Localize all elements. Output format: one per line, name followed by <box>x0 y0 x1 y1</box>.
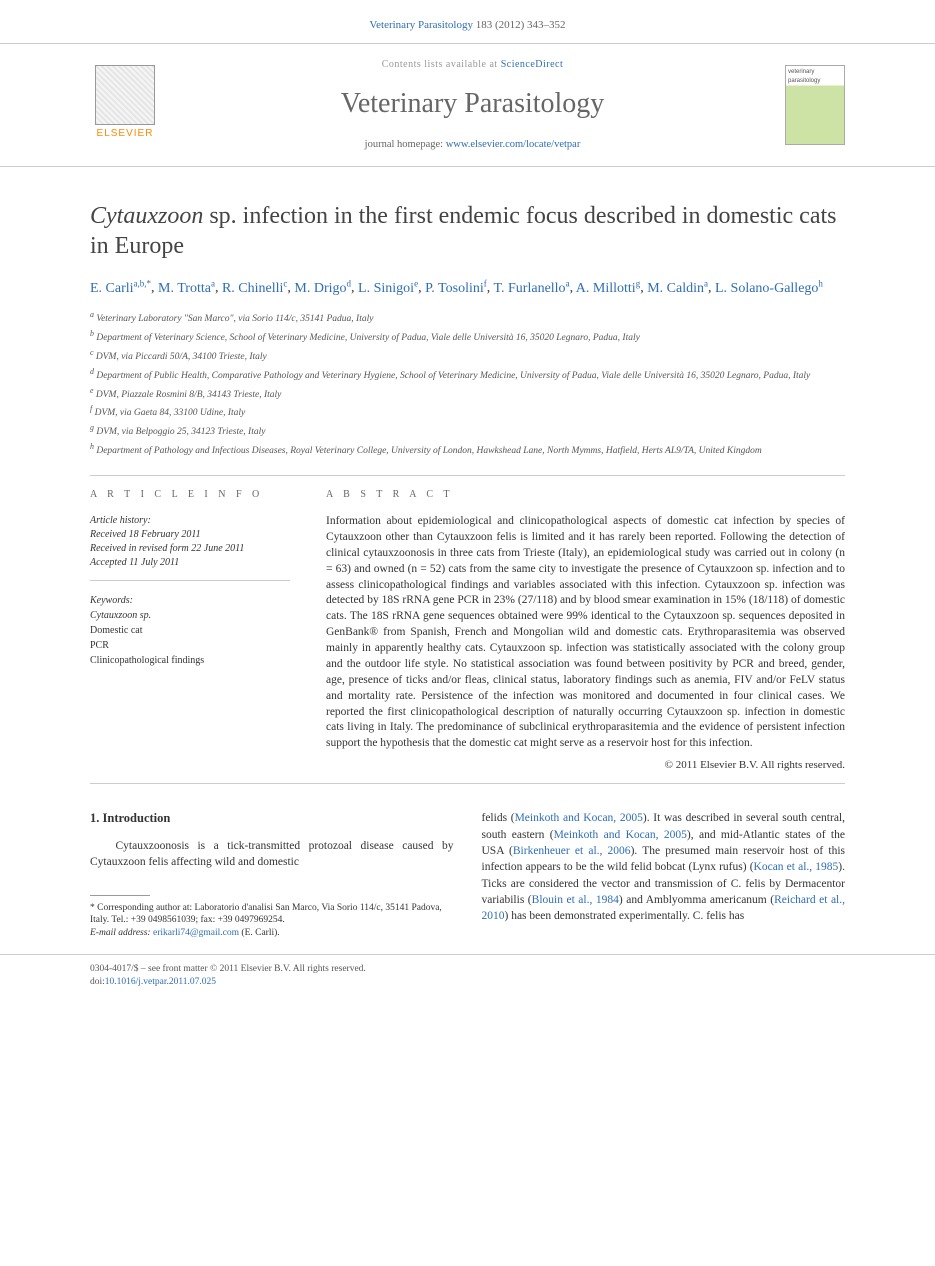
rule-below-abstract <box>90 783 845 784</box>
elsevier-label: ELSEVIER <box>97 127 154 141</box>
ref-link-3[interactable]: Birkenheuer et al., 2006 <box>513 845 631 857</box>
article-info-label: A R T I C L E I N F O <box>90 488 290 502</box>
journal-homepage-link[interactable]: www.elsevier.com/locate/vetpar <box>446 139 581 150</box>
history-accepted: Accepted 11 July 2011 <box>90 556 290 570</box>
affiliation-5: f DVM, via Gaeta 84, 33100 Udine, Italy <box>90 403 845 421</box>
author-link[interactable]: R. Chinellic <box>222 281 287 296</box>
affiliation-1: b Department of Veterinary Science, Scho… <box>90 328 845 346</box>
elsevier-tree-icon <box>95 65 155 125</box>
affiliation-7: h Department of Pathology and Infectious… <box>90 441 845 459</box>
abstract-copyright: © 2011 Elsevier B.V. All rights reserved… <box>326 758 845 773</box>
author-list: E. Carlia,b,*, M. Trottaa, R. Chinellic,… <box>90 277 845 299</box>
abstract-col: A B S T R A C T Information about epidem… <box>326 488 845 773</box>
author-link[interactable]: M. Trottaa <box>158 281 215 296</box>
kw-0: Cytauxzoon sp. <box>90 608 290 623</box>
journal-cover-thumb[interactable]: veterinary parasitology <box>785 65 845 145</box>
journal-title: Veterinary Parasitology <box>178 84 767 123</box>
ref-link-1[interactable]: Meinkoth and Kocan, 2005 <box>515 812 643 824</box>
history-revised: Received in revised form 22 June 2011 <box>90 542 290 556</box>
article-title: Cytauxzoon sp. infection in the first en… <box>90 201 845 261</box>
article-content: Cytauxzoon sp. infection in the first en… <box>0 201 935 940</box>
affiliation-2: c DVM, via Piccardi 50/A, 34100 Trieste,… <box>90 347 845 365</box>
kw-1: Domestic cat <box>90 623 290 638</box>
corr-email-link[interactable]: erikarli74@gmail.com <box>153 928 239 938</box>
history-received: Received 18 February 2011 <box>90 528 290 542</box>
sciencedirect-link[interactable]: ScienceDirect <box>501 59 564 70</box>
article-info-col: A R T I C L E I N F O Article history: R… <box>90 488 290 773</box>
ref-link-5[interactable]: Blouin et al., 1984 <box>532 894 619 906</box>
body-col-right: felids (Meinkoth and Kocan, 2005). It wa… <box>482 810 846 940</box>
author-link[interactable]: M. Caldina <box>647 281 708 296</box>
author-link[interactable]: L. Solano-Gallegoh <box>715 281 823 296</box>
affiliation-3: d Department of Public Health, Comparati… <box>90 366 845 384</box>
affiliation-0: a Veterinary Laboratory "San Marco", via… <box>90 309 845 327</box>
affiliation-4: e DVM, Piazzale Rosmini 8/B, 34143 Tries… <box>90 385 845 403</box>
contents-line: Contents lists available at ScienceDirec… <box>178 58 767 72</box>
author-link[interactable]: A. Millottig <box>576 281 640 296</box>
keywords-block: Keywords: Cytauxzoon sp. Domestic cat PC… <box>90 593 290 668</box>
running-head: Veterinary Parasitology 183 (2012) 343–3… <box>0 0 935 43</box>
footer-line: 0304-4017/$ – see front matter © 2011 El… <box>0 954 935 1008</box>
body-two-col: 1. Introduction Cytauxzoonosis is a tick… <box>90 810 845 940</box>
article-history: Article history: Received 18 February 20… <box>90 514 290 581</box>
ref-link-2[interactable]: Meinkoth and Kocan, 2005 <box>554 829 687 841</box>
ref-link-4[interactable]: Kocan et al., 1985 <box>754 861 839 873</box>
corresponding-footnote: * Corresponding author at: Laboratorio d… <box>90 902 454 940</box>
kw-2: PCR <box>90 638 290 653</box>
affiliation-6: g DVM, via Belpoggio 25, 34123 Trieste, … <box>90 422 845 440</box>
intro-para-left: Cytauxzoonosis is a tick-transmitted pro… <box>90 838 454 871</box>
running-head-journal[interactable]: Veterinary Parasitology <box>369 19 473 31</box>
author-link[interactable]: T. Furlanelloa <box>494 281 570 296</box>
doi-link[interactable]: 10.1016/j.vetpar.2011.07.025 <box>105 977 216 987</box>
elsevier-logo[interactable]: ELSEVIER <box>90 65 160 145</box>
affiliations: a Veterinary Laboratory "San Marco", via… <box>90 309 845 459</box>
body-col-left: 1. Introduction Cytauxzoonosis is a tick… <box>90 810 454 940</box>
masthead-center: Contents lists available at ScienceDirec… <box>178 58 767 152</box>
author-link[interactable]: L. Sinigoie <box>358 281 418 296</box>
author-link[interactable]: M. Drigod <box>294 281 351 296</box>
journal-homepage-line: journal homepage: www.elsevier.com/locat… <box>178 138 767 153</box>
masthead: ELSEVIER Contents lists available at Sci… <box>0 43 935 167</box>
author-link[interactable]: E. Carlia,b,* <box>90 281 151 296</box>
footer-left: 0304-4017/$ – see front matter © 2011 El… <box>90 963 366 990</box>
author-link[interactable]: P. Tosolinif <box>425 281 487 296</box>
footnote-rule <box>90 895 150 896</box>
info-abstract-row: A R T I C L E I N F O Article history: R… <box>90 488 845 773</box>
rule-above-abstract <box>90 475 845 476</box>
abstract-label: A B S T R A C T <box>326 488 845 502</box>
running-head-vol: 183 (2012) 343–352 <box>476 19 566 31</box>
abstract-text: Information about epidemiological and cl… <box>326 514 845 752</box>
intro-para-right: felids (Meinkoth and Kocan, 2005). It wa… <box>482 810 846 924</box>
section-1-heading: 1. Introduction <box>90 810 454 828</box>
kw-3: Clinicopathological findings <box>90 653 290 668</box>
